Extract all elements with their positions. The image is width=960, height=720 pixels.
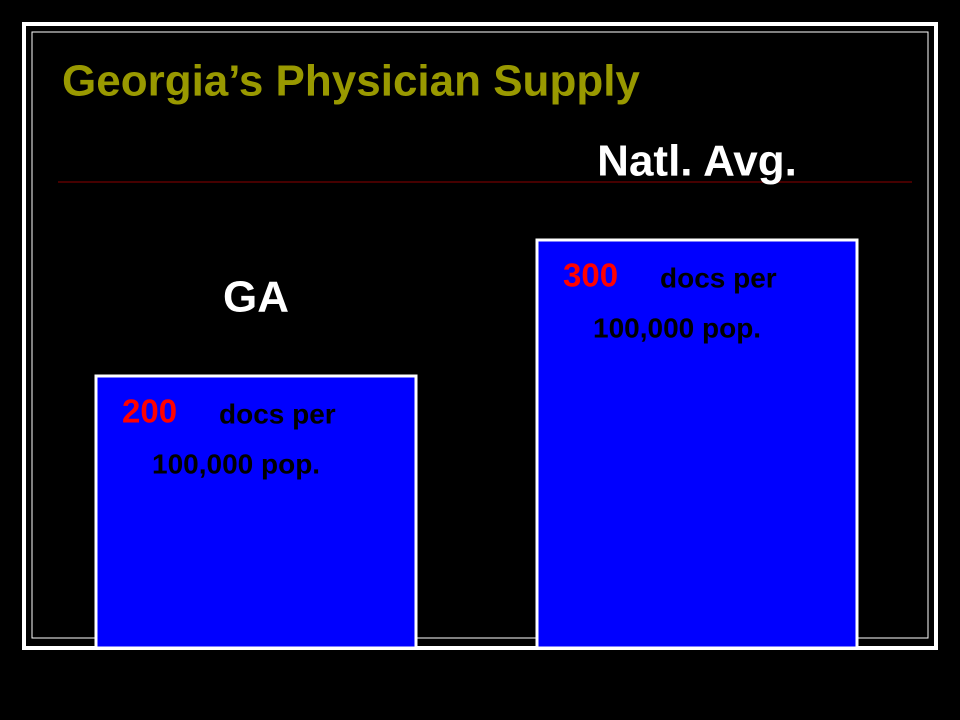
category-label: Natl. Avg. xyxy=(597,137,797,186)
unit-label: 100,000 pop. xyxy=(593,312,761,343)
category-label: GA xyxy=(223,273,289,322)
value-label: 300 xyxy=(563,257,618,294)
unit-label: docs per xyxy=(660,262,777,293)
chart-title: Georgia’s Physician Supply xyxy=(62,57,640,106)
inner-frame xyxy=(31,31,929,639)
outer-frame xyxy=(22,22,938,650)
value-label: 200 xyxy=(122,393,177,430)
unit-label: 100,000 pop. xyxy=(152,448,320,479)
bar xyxy=(535,238,859,650)
bar xyxy=(94,374,418,650)
unit-label: docs per xyxy=(219,398,336,429)
